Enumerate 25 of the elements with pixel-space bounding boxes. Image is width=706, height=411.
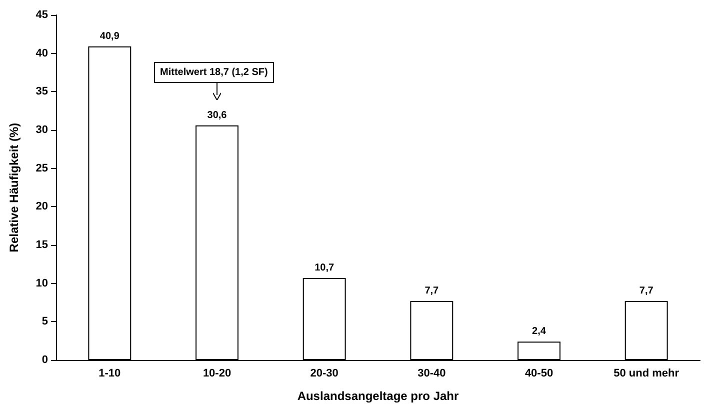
y-tick-label: 35 xyxy=(36,86,48,98)
y-tick-label: 15 xyxy=(36,239,48,251)
y-tick-label: 0 xyxy=(42,354,48,366)
x-axis-title: Auslandsangeltage pro Jahr xyxy=(297,389,460,403)
data-label: 40,9 xyxy=(100,30,120,42)
x-tick-label: 50 und mehr xyxy=(614,368,680,380)
y-tick-label: 20 xyxy=(36,200,48,213)
y-tick-label: 5 xyxy=(42,316,48,328)
x-tick-label: 40-50 xyxy=(524,368,554,380)
y-tick-label: 10 xyxy=(36,277,48,290)
x-tick-label: 1-10 xyxy=(98,368,121,380)
annotation: Mittelwert 18,7 (1,2 SF) xyxy=(154,62,274,84)
x-tick-label: 20-30 xyxy=(310,368,338,380)
x-tick-label: 30-40 xyxy=(418,368,446,380)
y-axis-title: Relative Häufigkeit (%) xyxy=(7,122,21,252)
data-label: 7,7 xyxy=(639,285,654,296)
data-label: 30,6 xyxy=(207,110,228,121)
data-label: 2,4 xyxy=(532,326,546,338)
data-label: 10,7 xyxy=(314,262,334,274)
y-tick-label: 30 xyxy=(36,124,48,136)
data-label: 7,7 xyxy=(424,285,440,296)
x-tick-label: 10-20 xyxy=(202,368,232,380)
y-tick-label: 25 xyxy=(36,162,48,174)
y-tick-label: 45 xyxy=(36,9,48,21)
y-tick-label: 40 xyxy=(36,47,48,60)
